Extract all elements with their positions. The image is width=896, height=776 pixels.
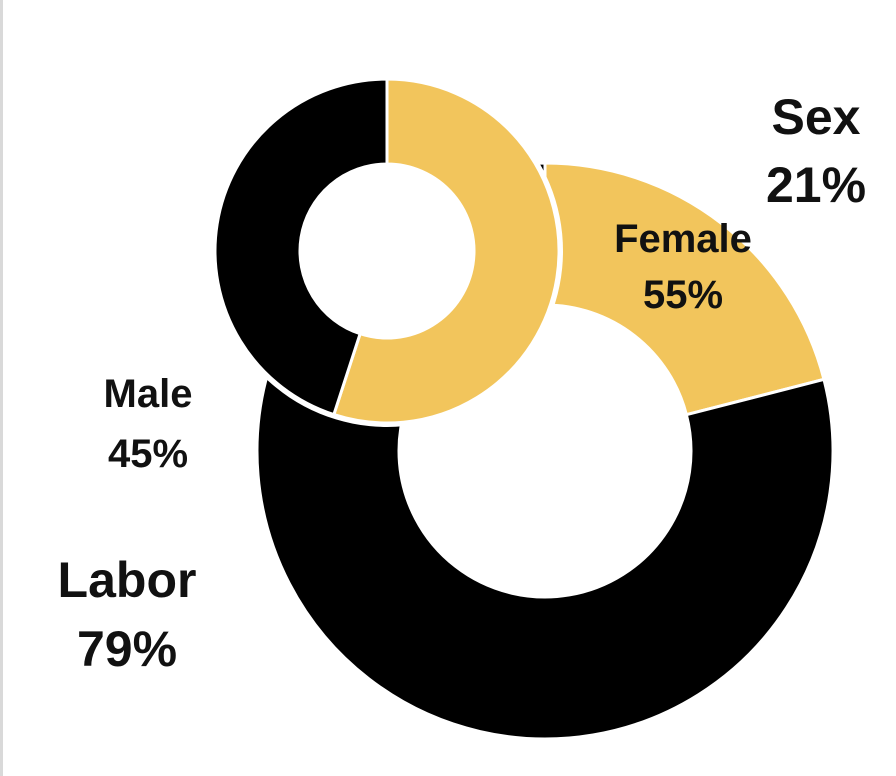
slice-value-labor: 79% xyxy=(77,621,177,677)
slice-value-female: 55% xyxy=(643,273,723,317)
slice-value-sex: 21% xyxy=(766,157,866,213)
slice-sex xyxy=(543,161,826,417)
slice-male xyxy=(213,77,389,417)
slice-female xyxy=(331,77,561,425)
slice-label-female: Female xyxy=(614,217,752,261)
left-edge-divider xyxy=(0,0,3,776)
slice-labels: Sex 21% Labor 79% Female 55% Male 45% xyxy=(58,89,866,677)
slice-label-labor: Labor xyxy=(58,552,197,608)
slice-value-male: 45% xyxy=(108,432,188,476)
donut-small xyxy=(211,75,563,427)
slice-label-male: Male xyxy=(104,372,193,416)
slice-label-sex: Sex xyxy=(772,89,861,145)
